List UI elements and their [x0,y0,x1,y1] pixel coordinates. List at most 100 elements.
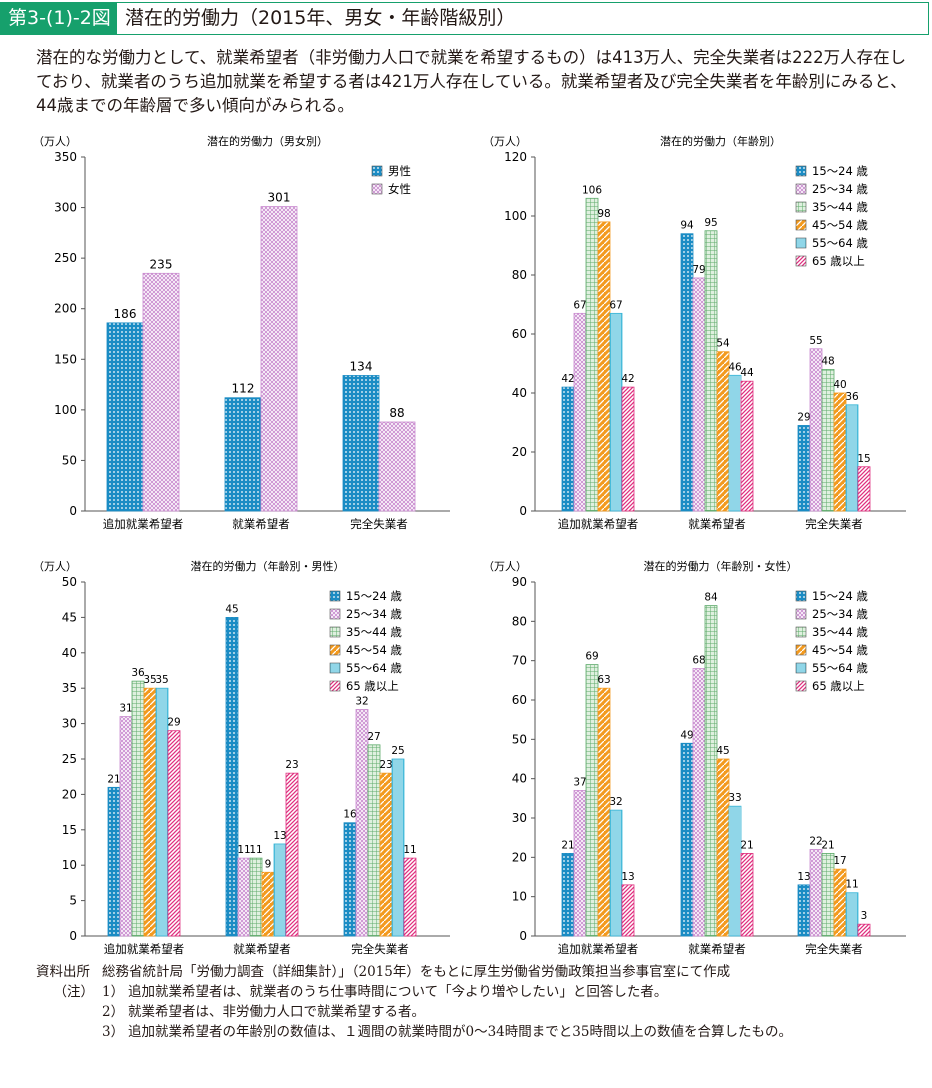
bar [224,397,262,512]
legend-label: 15～24 歳 [346,589,402,603]
category-label: 追加就業希望者 [558,517,639,531]
source-label: 資料出所 [36,964,90,980]
y-tick-label: 60 [512,327,527,341]
bar [740,852,754,937]
bar [119,716,133,937]
y-tick-label: 100 [54,403,77,417]
category-label: 完全失業者 [805,517,863,531]
y-tick-label: 120 [504,150,527,164]
data-label: 21 [740,839,753,851]
legend-label: 15～24 歳 [812,589,868,603]
bar [355,709,369,937]
data-label: 45 [225,603,238,615]
legend-swatch [795,590,807,602]
data-label: 11 [249,844,262,856]
bar [367,744,381,937]
y-axis-unit: （万人） [33,135,77,148]
legend-label: 55～64 歳 [346,661,402,675]
y-tick-label: 60 [512,693,527,707]
data-label: 22 [809,835,822,847]
bar [561,852,575,937]
y-tick-label: 300 [54,201,77,215]
data-label: 13 [797,871,810,883]
data-label: 42 [621,373,634,385]
data-label: 23 [379,759,392,771]
figure-title: 潜在的労働力（2015年、男女・年齢階級別） [116,2,929,35]
chart-by-age-female: （万人） 潜在的労働力（年齢別・女性） 0 10 20 30 40 50 60 70 80 90 追加就… [483,559,906,956]
note-text: 追加就業希望者の年齢別の数値は、１週間の就業時間が0～34時間までと35時間以上… [128,1024,792,1040]
legend-label: 男性 [388,164,411,178]
y-axis-unit: （万人） [33,560,77,573]
legend-swatch [795,608,807,620]
bar [585,664,599,937]
bar [261,871,275,937]
notes: 資料出所 総務省統計局「労働力調査（詳細集計）」（2015年）をもとに厚生労働省労… [36,962,916,1042]
y-tick-label: 20 [512,850,527,864]
data-label: 55 [809,335,822,347]
chart-title: 潜在的労働力（年齢別・女性） [644,559,798,573]
y-tick-label: 45 [62,610,77,624]
data-label: 15 [857,453,870,465]
data-label: 88 [389,406,404,420]
legend-swatch [329,680,341,692]
legend-label: 35～44 歳 [812,200,868,214]
data-label: 79 [692,264,705,276]
chart-by-sex: （万人） 潜在的労働力（男女別） 0 50 100 150 200 250 300 350 追加就業… [33,134,450,531]
bar [143,687,157,937]
data-label: 13 [621,871,634,883]
note-number: 1） [102,984,125,1000]
legend-swatch [329,644,341,656]
legend-swatch [795,219,807,231]
bar [597,221,611,512]
bar [106,322,144,512]
y-tick-label: 80 [512,268,527,282]
bar [809,348,823,512]
legend-swatch [795,165,807,177]
data-label: 25 [391,745,404,757]
data-label: 13 [273,830,286,842]
data-label: 235 [150,257,173,271]
y-tick-label: 150 [54,352,77,366]
legend-label: 45～54 歳 [346,643,402,657]
data-label: 49 [680,729,693,741]
legend-label: 65 歳以上 [812,679,865,693]
data-label: 106 [582,184,602,196]
legend-swatch [795,255,807,267]
data-label: 84 [704,592,718,604]
bar [692,277,706,512]
data-label: 32 [355,695,368,707]
data-label: 68 [692,655,705,667]
bar [142,272,180,512]
data-label: 21 [107,773,120,785]
bar [343,822,357,937]
data-label: 31 [119,703,132,715]
y-tick-label: 250 [54,251,77,265]
note-number: 2） [102,1004,125,1020]
chart-title: 潜在的労働力（年齢別・男性） [191,559,345,573]
data-label: 3 [861,910,868,922]
data-label: 95 [704,217,717,229]
chart-by-age: （万人） 潜在的労働力（年齢別） 0 20 40 60 80 100 120 追加就業希望者 42 6… [483,134,906,531]
y-tick-label: 20 [512,445,527,459]
bar [680,233,694,512]
bar [585,197,599,512]
legend-label: 35～44 歳 [812,625,868,639]
bar [131,680,145,937]
note-text: 就業希望者は、非労働力人口で就業希望する者。 [128,1004,425,1020]
data-label: 67 [573,299,586,311]
data-label: 98 [597,208,610,220]
data-label: 32 [609,796,622,808]
y-tick-label: 40 [512,386,527,400]
data-label: 35 [143,674,156,686]
bar [704,230,718,512]
bar [379,772,393,937]
y-tick-label: 200 [54,302,77,316]
y-tick-label: 10 [512,890,527,904]
data-label: 16 [343,809,357,821]
data-label: 44 [740,367,754,379]
legend-swatch [329,590,341,602]
bar [728,374,742,512]
bar [809,849,823,937]
bar [797,425,811,512]
category-label: 追加就業希望者 [558,942,639,956]
